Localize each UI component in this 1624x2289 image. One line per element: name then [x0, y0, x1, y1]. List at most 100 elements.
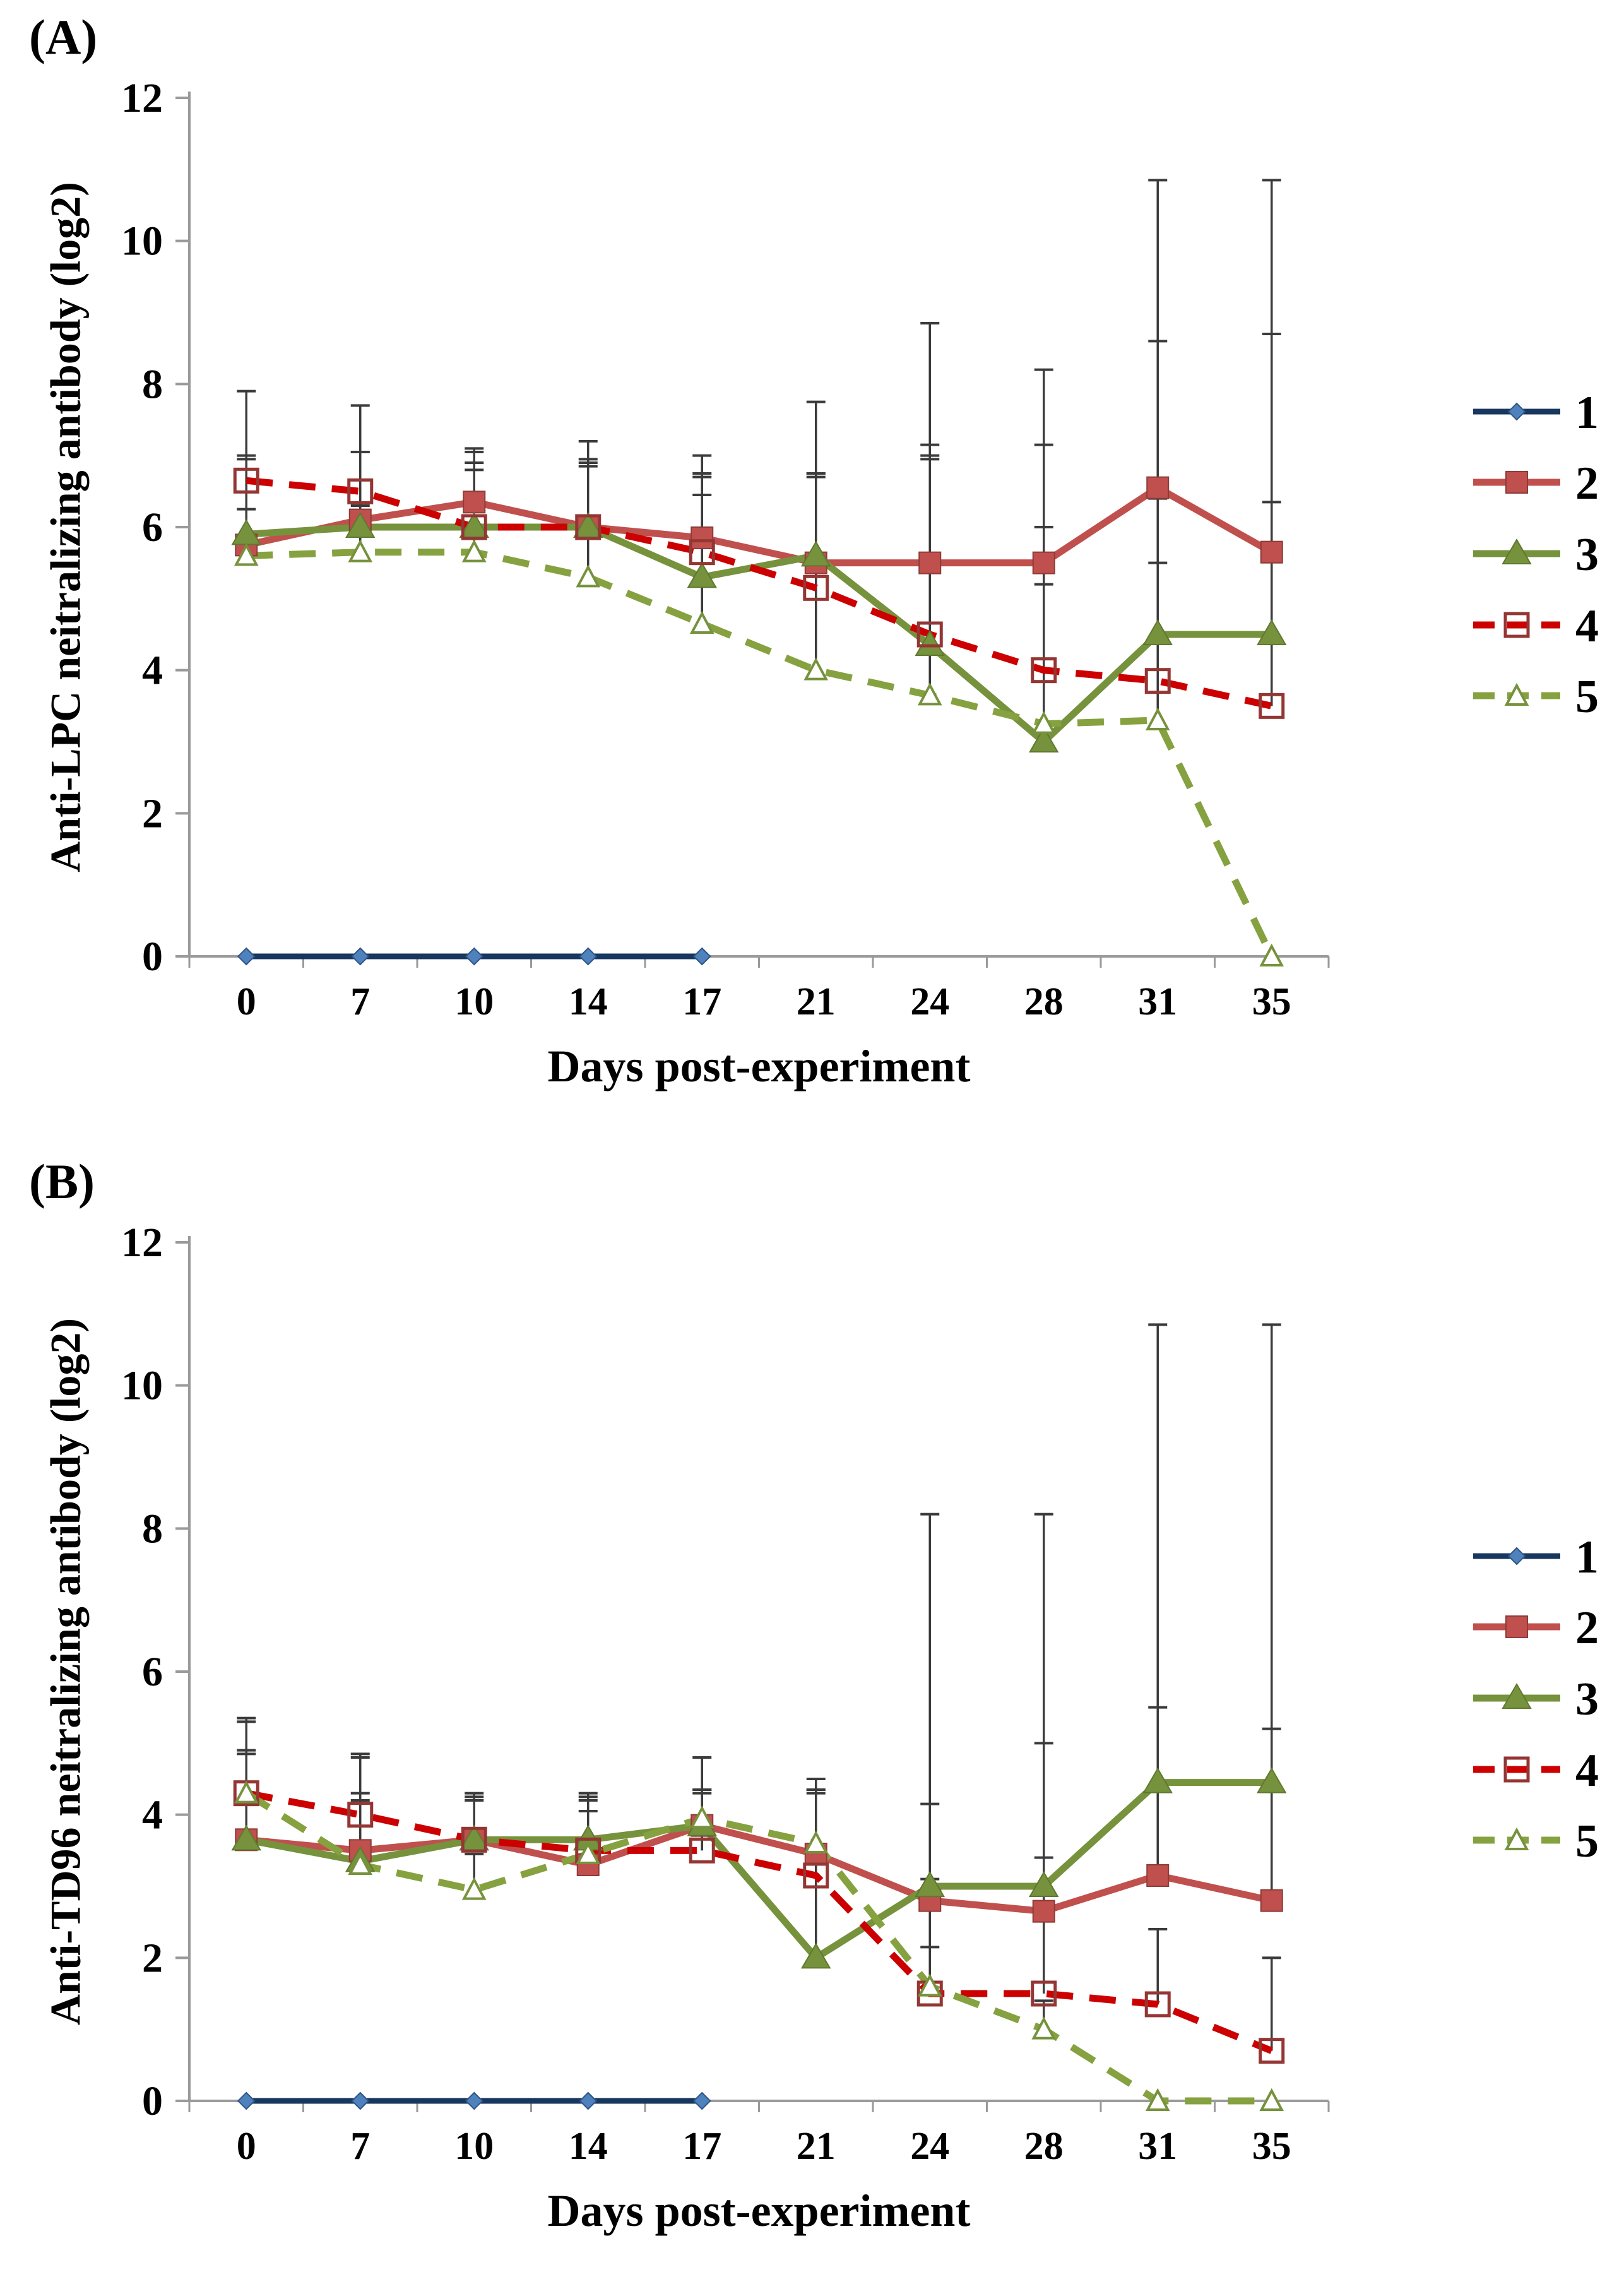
legend-label-5: 5 [1575, 671, 1599, 723]
legend-item-3: 3 [1473, 1674, 1599, 1725]
y-tick-label: 8 [142, 1506, 163, 1552]
x-tick-label: 17 [682, 980, 721, 1023]
series-3-marker [1142, 1767, 1173, 1793]
series-2-marker [1260, 1889, 1283, 1912]
x-tick-label: 7 [350, 980, 370, 1023]
series-5-marker [234, 543, 259, 566]
y-tick-label: 2 [142, 1935, 163, 1981]
series-1-marker [579, 2091, 598, 2110]
y-tick-label: 12 [121, 1220, 163, 1266]
x-axis-title-b: Days post-experiment [547, 2185, 971, 2236]
series-1-marker [237, 947, 256, 966]
series-1-marker [692, 2091, 711, 2110]
legend-item-2: 2 [1473, 1602, 1599, 1654]
series-3-marker [1257, 1767, 1287, 1793]
series-4-marker [1031, 1980, 1057, 2007]
y-axis-title-b: Anti-TD96 neitralizing antibody (log2) [41, 1317, 90, 2026]
series-5-marker [1145, 707, 1170, 730]
series-4-marker [803, 1862, 829, 1889]
x-tick-label: 0 [237, 2125, 256, 2168]
series-5-marker [1259, 943, 1284, 966]
series-5-markers [234, 1780, 1284, 2111]
legend-label-2: 2 [1575, 1602, 1599, 1654]
series-5-path [244, 1790, 1272, 2105]
series-5-marker [689, 610, 714, 634]
series-5-marker [1259, 2088, 1284, 2111]
series-3-marker [231, 1824, 261, 1851]
series-2-marker [1260, 540, 1283, 564]
series-5-line [246, 549, 1275, 958]
x-tick-label: 35 [1252, 2125, 1291, 2168]
series-2-marker [1032, 551, 1055, 574]
series-5-marker [461, 1877, 487, 1900]
legend-label-4: 4 [1575, 1745, 1599, 1797]
series-4-marker [1031, 657, 1057, 684]
series-3-marker [345, 512, 376, 538]
series-3-marker [687, 562, 717, 588]
series-4-marker [1144, 668, 1171, 694]
panel-a-label: (A) [29, 9, 98, 64]
series-4-marker [689, 539, 715, 566]
y-tick-label: 10 [121, 218, 163, 265]
y-tick-label: 10 [121, 1363, 163, 1409]
series-2-path [246, 1822, 1272, 1915]
y-tick-label: 0 [142, 2078, 163, 2124]
series-5-marker [576, 564, 601, 588]
x-tick-label: 21 [797, 980, 836, 1023]
series-1-marker [351, 947, 370, 966]
series-3-marker [801, 1942, 831, 1969]
legend-marker-5 [1504, 1827, 1529, 1850]
series-5-marker [348, 539, 373, 562]
series-2-line [246, 1822, 1272, 1915]
series-3-marker [915, 630, 945, 656]
series-4-marker [1144, 1991, 1171, 2018]
series-3-marker [1257, 619, 1287, 645]
panel-b-label: (B) [29, 1154, 95, 1209]
legend-label-2: 2 [1575, 458, 1599, 509]
series-5-marker [1031, 2016, 1057, 2040]
series-4-marker [803, 574, 829, 601]
legend-item-1: 1 [1473, 1531, 1599, 1583]
legend-marker-2 [1505, 1615, 1528, 1638]
series-4-line [246, 477, 1272, 710]
x-tick-label: 10 [454, 2125, 494, 2168]
series-2-marker [1146, 1864, 1170, 1887]
series-3-path [246, 523, 1272, 746]
y-tick-label: 12 [121, 75, 163, 121]
series-2-marker [1032, 1900, 1055, 1923]
legend-item-4: 4 [1473, 600, 1599, 652]
series-1-markers [237, 2091, 711, 2110]
legend-item-4: 4 [1473, 1745, 1599, 1797]
series-4-marker [461, 1826, 487, 1853]
series-5-marker [1031, 711, 1057, 734]
legend-item-2: 2 [1473, 458, 1599, 509]
legend: 1 2 3 4 5 [1473, 1531, 1599, 1867]
x-tick-label: 31 [1138, 2125, 1177, 2168]
y-tick-label: 6 [142, 504, 163, 550]
series-3-marker [915, 1871, 945, 1897]
legend-marker-1 [1507, 402, 1526, 421]
series-5-markers [234, 539, 1284, 966]
series-4-marker [1259, 693, 1285, 719]
legend-label-5: 5 [1575, 1816, 1599, 1867]
series-3-markers [231, 1767, 1287, 1969]
series-5-marker [576, 1841, 601, 1864]
series-4-marker [347, 478, 374, 504]
series-1-marker [351, 2091, 370, 2110]
x-axis-title-a: Days post-experiment [547, 1041, 971, 1091]
y-tick-label: 8 [142, 361, 163, 407]
series-1-marker [237, 2091, 256, 2110]
error-bars [237, 1323, 1281, 2051]
series-1-marker [692, 947, 711, 966]
series-3-path [246, 1779, 1272, 1961]
legend-marker-1 [1507, 1547, 1526, 1566]
series-4-marker [233, 467, 259, 494]
x-tick-label: 14 [569, 980, 608, 1023]
series-3-line [246, 1779, 1272, 1961]
series-1-marker [579, 947, 598, 966]
series-4-markers [233, 467, 1285, 719]
